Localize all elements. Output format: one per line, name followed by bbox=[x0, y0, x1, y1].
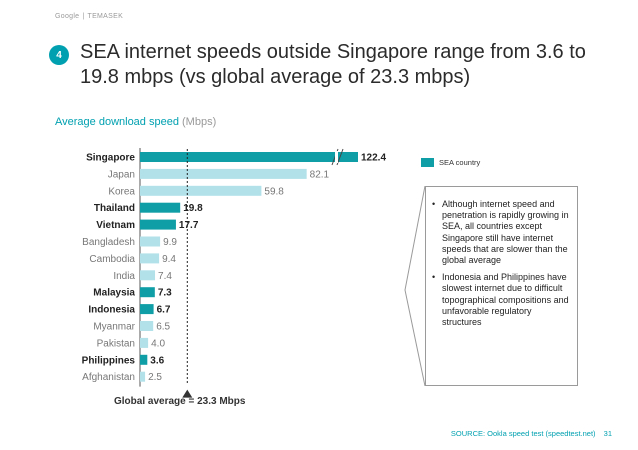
bar-myanmar bbox=[140, 321, 154, 331]
category-label: Japan bbox=[108, 169, 135, 180]
category-label: India bbox=[113, 271, 135, 282]
speed-bar-chart: Singapore 122.4 Japan 82.1 Korea 59.8 Thailand… bbox=[82, 148, 386, 398]
chart-subtitle: Average download speed (Mbps) bbox=[55, 116, 216, 128]
category-label: Malaysia bbox=[93, 288, 135, 299]
value-label: 82.1 bbox=[310, 169, 330, 180]
category-label: Cambodia bbox=[89, 254, 135, 265]
value-label: 6.7 bbox=[157, 305, 171, 316]
bullet-icon: • bbox=[432, 272, 436, 283]
legend-swatch bbox=[421, 158, 434, 167]
bar-korea bbox=[140, 185, 262, 196]
header-brand: Google | TEMASEK bbox=[55, 13, 123, 20]
note-item: • Indonesia and Philippines have slowest… bbox=[432, 272, 571, 328]
value-label: 3.6 bbox=[150, 355, 164, 366]
bar-thailand bbox=[140, 202, 181, 213]
bar-cambodia bbox=[140, 253, 160, 264]
bar-japan bbox=[140, 168, 307, 179]
slide-title: SEA internet speeds outside Singapore ra… bbox=[80, 41, 586, 88]
note-item: • Although internet speed and penetratio… bbox=[432, 199, 571, 266]
subtitle-main: Average download speed bbox=[55, 116, 179, 128]
value-label: 17.7 bbox=[179, 220, 199, 231]
axis-break-gap bbox=[335, 151, 338, 163]
slide-number-badge: 4 bbox=[49, 45, 69, 65]
bar-philippines bbox=[140, 354, 148, 365]
bar-singapore bbox=[140, 152, 358, 162]
category-label: Indonesia bbox=[88, 305, 135, 316]
value-label: 19.8 bbox=[183, 203, 203, 214]
value-label: 9.9 bbox=[163, 237, 177, 248]
category-label: Myanmar bbox=[93, 322, 135, 333]
footer: SOURCE: Ookla speed test (speedtest.net)… bbox=[451, 429, 612, 438]
subtitle-unit: (Mbps) bbox=[182, 116, 217, 128]
category-label: Korea bbox=[108, 186, 135, 197]
note-text: Although internet speed and penetration … bbox=[442, 199, 569, 266]
category-label: Pakistan bbox=[97, 338, 135, 349]
page-number: 31 bbox=[603, 429, 612, 438]
value-label: 7.3 bbox=[158, 288, 172, 299]
value-label: 7.4 bbox=[158, 271, 172, 282]
note-box: • Although internet speed and penetratio… bbox=[425, 186, 578, 386]
bar-afghanistan bbox=[140, 371, 146, 382]
category-label: Philippines bbox=[82, 355, 136, 366]
value-label: 122.4 bbox=[361, 153, 386, 164]
category-label: Bangladesh bbox=[82, 237, 135, 248]
global-average-marker-icon bbox=[182, 389, 193, 398]
bar-pakistan bbox=[140, 337, 149, 348]
brand-partner: TEMASEK bbox=[87, 13, 124, 20]
category-label: Vietnam bbox=[96, 220, 135, 231]
legend-label: SEA country bbox=[439, 158, 481, 167]
bar-indonesia bbox=[140, 304, 154, 315]
category-label: Afghanistan bbox=[82, 372, 135, 383]
category-label: Singapore bbox=[86, 153, 135, 164]
category-label: Thailand bbox=[94, 203, 135, 214]
bullet-icon: • bbox=[432, 199, 436, 209]
global-average-label: Global average = 23.3 Mbps bbox=[114, 396, 246, 407]
brand-google: Google bbox=[55, 13, 80, 20]
value-label: 9.4 bbox=[162, 254, 176, 265]
value-label: 2.5 bbox=[148, 372, 162, 383]
chart-legend: SEA country bbox=[421, 158, 480, 167]
value-label: 6.5 bbox=[156, 322, 170, 333]
value-label: 59.8 bbox=[264, 186, 284, 197]
bar-india bbox=[140, 270, 156, 281]
bar-vietnam bbox=[140, 219, 176, 230]
brand-separator: | bbox=[82, 13, 85, 20]
source-note: SOURCE: Ookla speed test (speedtest.net) bbox=[450, 429, 596, 438]
note-text: Indonesia and Philippines have slowest i… bbox=[442, 272, 569, 328]
value-label: 4.0 bbox=[151, 338, 165, 349]
callout-pointer bbox=[404, 186, 426, 386]
bar-malaysia bbox=[140, 287, 155, 298]
bar-bangladesh bbox=[140, 236, 161, 247]
